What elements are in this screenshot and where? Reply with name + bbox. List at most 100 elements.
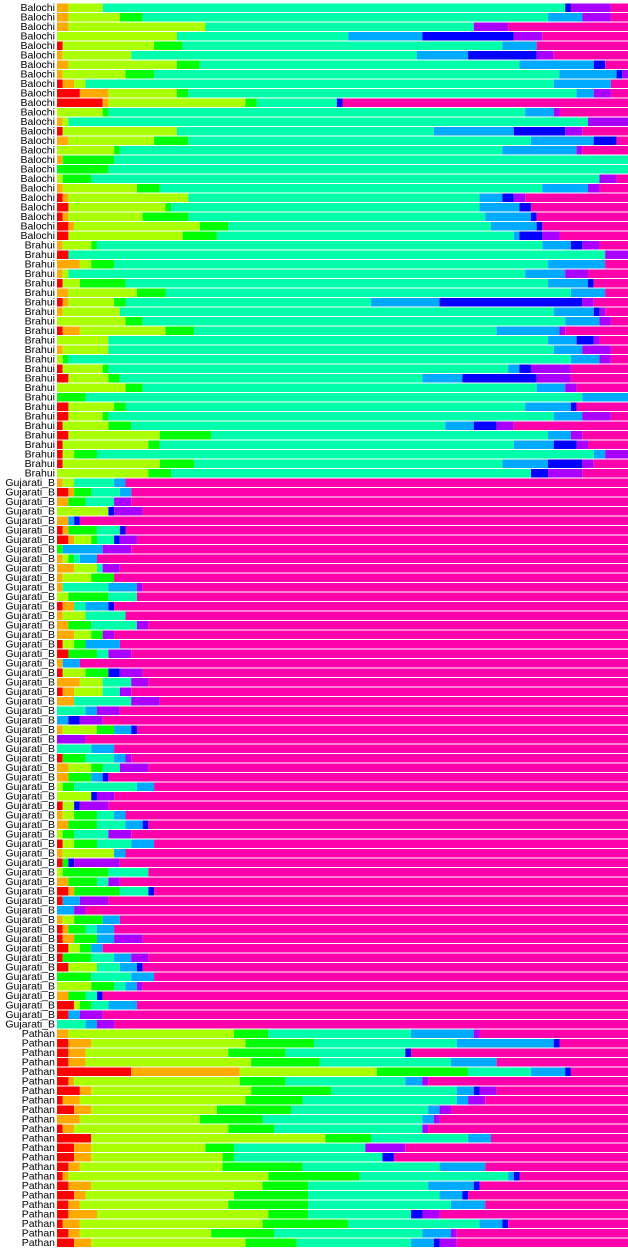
bar-segment [57,1229,69,1238]
bar-segment [108,108,526,117]
bar-segment [57,611,63,620]
category-label: Brahui [25,297,55,309]
bar-segment [576,336,594,345]
category-label: Gujarati_B [5,639,55,651]
bar-segment [570,431,583,440]
bar-segment [273,1124,423,1133]
bar-segment [588,269,628,278]
bar-segment [68,887,75,896]
bar-segment [57,1020,86,1029]
bar-segment [91,1086,252,1095]
bar-segment [142,507,628,516]
bar-segment [154,136,189,145]
bar-segment [553,79,611,88]
bar-segment [68,1048,86,1057]
bar-segment [108,374,120,383]
bar-segment [62,440,149,449]
category-label: Gujarati_B [5,924,55,936]
bar-segment [479,1029,628,1038]
bar-segment [496,1058,628,1067]
bar-segment [57,440,63,449]
bar-segment [308,1191,440,1200]
category-label: Balochi [21,2,55,14]
bar-segment [91,535,97,544]
bar-segment [57,507,109,516]
bar-segment [119,564,628,573]
bar-segment [530,203,628,212]
category-label: Balochi [21,135,55,147]
bar-segment [74,450,97,459]
bar-segment [74,906,86,915]
bar-segment [468,1191,628,1200]
bar-segment [57,108,103,117]
category-label: Gujarati_B [5,506,55,518]
bar-segment [91,1105,217,1114]
category-label: Pathan [22,1076,55,1088]
category-label: Balochi [21,21,55,33]
bar-segment [222,1153,235,1162]
bar-segment [91,763,103,772]
bar-segment [74,830,109,839]
bar-segment [245,1238,297,1247]
bar-segment [582,431,628,440]
bar-segment [593,450,606,459]
bar-segment [57,288,69,297]
bar-segment [57,668,63,677]
bar-segment [68,431,160,440]
bar-segment [553,307,594,316]
bar-segment [228,1048,286,1057]
bar-segment [62,1124,75,1133]
bar-segment [96,706,120,715]
bar-segment [108,830,132,839]
category-label: Balochi [21,31,55,43]
bar-segment [62,241,92,250]
bar-segment [74,1077,240,1086]
bar-segment [114,725,132,734]
bar-segment [62,174,92,183]
bar-segment [599,317,611,326]
bar-segment [285,1077,406,1086]
bar-segment [114,1020,628,1029]
bar-segment [331,1086,457,1095]
bar-segment [570,374,628,383]
bar-segment [114,934,143,943]
category-label: Gujarati_B [5,848,55,860]
bar-segment [119,13,143,22]
bar-segment [530,212,537,221]
bar-segment [119,146,503,155]
bar-segment [57,1162,69,1171]
bar-segment [513,193,526,202]
bar-segment [57,792,92,801]
bar-segment [530,1067,566,1076]
category-label: Pathan [22,1190,55,1202]
bar-segment [62,212,69,221]
bar-segment [519,364,531,373]
bar-segment [57,203,69,212]
bar-segment [74,811,97,820]
bar-segment [142,583,628,592]
bar-segment [125,402,526,411]
bar-segment [79,896,109,905]
bar-segment [57,412,69,421]
bar-segment [428,1105,440,1114]
bar-segment [582,469,628,478]
bar-segment [199,1115,263,1124]
bar-segment [57,222,69,231]
bar-segment [74,887,120,896]
bar-segment [74,1238,92,1247]
bar-segment [74,934,97,943]
bar-segment [62,868,109,877]
bar-segment [610,79,628,88]
bar-segment [165,326,195,335]
bar-segment [199,60,520,69]
bar-segment [62,51,132,60]
bar-segment [102,773,109,782]
bar-segment [525,108,554,117]
category-label: Gujarati_B [5,781,55,793]
bar-segment [245,1096,303,1105]
category-label: Gujarati_B [5,667,55,679]
bar-segment [114,754,126,763]
bar-segment [199,222,229,231]
category-label: Balochi [21,107,55,119]
bar-segment [68,412,103,421]
